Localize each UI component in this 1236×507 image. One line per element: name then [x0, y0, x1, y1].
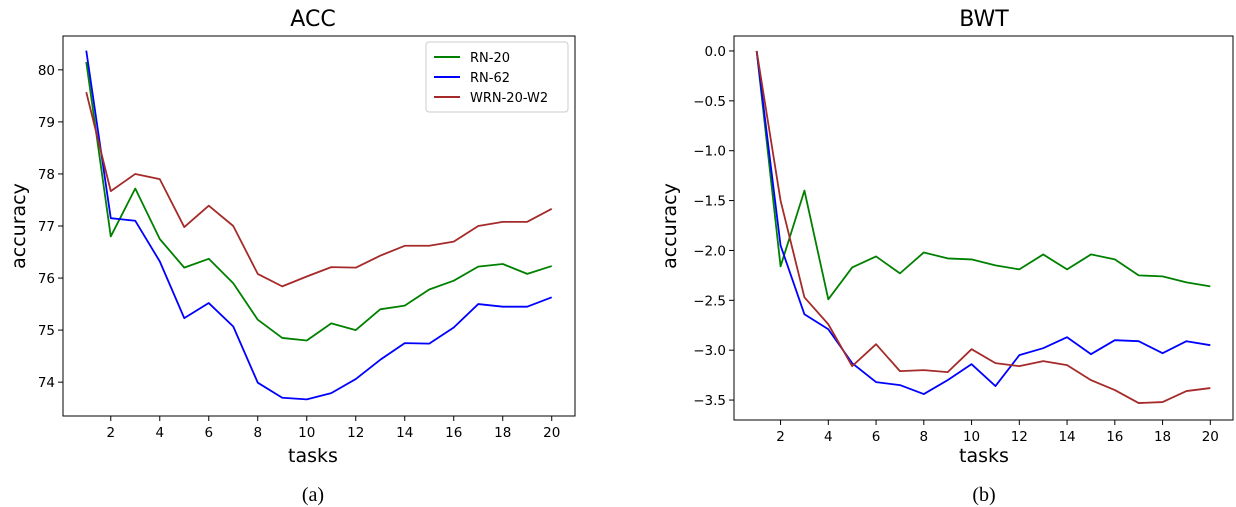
y-tick-label: 74 [38, 375, 55, 391]
x-tick-label: 4 [824, 429, 833, 445]
x-tick-label: 6 [872, 429, 881, 445]
x-tick-label: 20 [543, 425, 560, 441]
legend: RN-20 RN-62 WRN-20-W2 [425, 41, 569, 113]
y-tick-label: 78 [38, 167, 55, 183]
chart-acc: ACC 74 75 76 77 78 79 80 2 4 6 8 10 12 14 16 18 20 task… [8, 7, 576, 506]
x-tick-label: 16 [1106, 429, 1123, 445]
y-axis-ticks: 0.0 −0.5 −1.0 −1.5 −2.0 −2.5 −3.0 −3.5 [693, 44, 734, 409]
x-tick-label: 6 [204, 425, 213, 441]
series-lines [85, 50, 553, 401]
x-axis-ticks: 2 4 6 8 10 12 14 16 18 20 [776, 420, 1219, 445]
y-tick-label: −3.0 [693, 343, 726, 359]
series-line-rn-62 [755, 50, 1211, 395]
legend-label: WRN-20-W2 [470, 91, 548, 106]
y-tick-label: 79 [38, 115, 55, 131]
series-line-rn-62 [85, 50, 553, 401]
series-lines [755, 50, 1211, 404]
figure-caption: (a) [302, 484, 324, 506]
x-tick-label: 18 [494, 425, 511, 441]
series-line-rn-20 [85, 61, 553, 342]
series-line-wrn-20-w2 [85, 92, 553, 288]
y-tick-label: 0.0 [705, 44, 726, 60]
x-tick-label: 18 [1154, 429, 1171, 445]
x-tick-label: 2 [106, 425, 115, 441]
legend-label: RN-62 [470, 71, 510, 86]
x-tick-label: 14 [396, 425, 413, 441]
x-tick-label: 4 [155, 425, 164, 441]
x-tick-label: 12 [1011, 429, 1028, 445]
y-axis-ticks: 74 75 76 77 78 79 80 [38, 63, 63, 391]
x-tick-label: 10 [298, 425, 315, 441]
x-tick-label: 8 [920, 429, 929, 445]
y-tick-label: 75 [38, 323, 55, 339]
series-line-rn-20 [755, 50, 1211, 301]
y-tick-label: −3.5 [693, 393, 726, 409]
x-tick-label: 8 [253, 425, 262, 441]
x-tick-label: 14 [1058, 429, 1075, 445]
y-tick-label: 77 [38, 219, 55, 235]
x-tick-label: 20 [1202, 429, 1219, 445]
y-tick-label: −2.0 [693, 243, 726, 259]
y-tick-label: 76 [38, 271, 55, 287]
x-tick-label: 10 [963, 429, 980, 445]
x-tick-label: 2 [776, 429, 785, 445]
x-tick-label: 12 [347, 425, 364, 441]
y-axis-label: accuracy [8, 183, 30, 269]
chart-title: ACC [290, 7, 335, 32]
series-line-wrn-20-w2 [755, 50, 1211, 404]
plot-frame [733, 35, 1234, 421]
y-tick-label: −0.5 [693, 94, 726, 110]
y-tick-label: 80 [38, 63, 55, 79]
chart-title: BWT [959, 7, 1009, 32]
x-axis-label: tasks [288, 445, 338, 467]
figure-caption: (b) [972, 484, 995, 506]
x-axis-label: tasks [959, 445, 1009, 467]
plot-area [733, 35, 1234, 421]
legend-box [425, 41, 569, 113]
x-tick-label: 16 [445, 425, 462, 441]
y-tick-label: −1.5 [693, 194, 726, 210]
chart-bwt: BWT 0.0 −0.5 −1.0 −1.5 −2.0 −2.5 −3.0 −3.5 2 4 6 8… [659, 7, 1234, 506]
x-axis-ticks: 2 4 6 8 10 12 14 16 18 20 [106, 416, 560, 441]
y-tick-label: −2.5 [693, 293, 726, 309]
legend-label: RN-20 [470, 51, 510, 66]
y-axis-label: accuracy [659, 183, 681, 269]
y-tick-label: −1.0 [693, 144, 726, 160]
